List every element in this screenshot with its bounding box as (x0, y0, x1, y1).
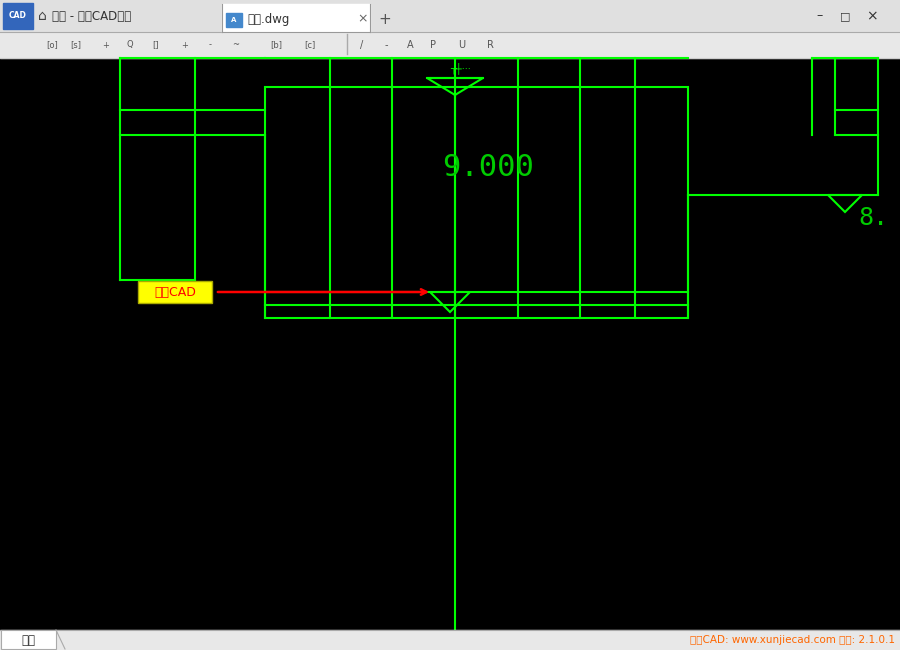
Text: 示例.dwg: 示例.dwg (247, 12, 290, 25)
Text: [s]: [s] (70, 40, 82, 49)
Bar (138, 281, 212, 303)
Text: +: + (182, 40, 188, 49)
Text: []: [] (153, 40, 159, 49)
Text: CAD: CAD (9, 12, 27, 21)
Text: [o]: [o] (46, 40, 58, 49)
Text: -: - (209, 40, 212, 49)
Text: □: □ (840, 11, 850, 21)
Text: 首页 - 迅捷CAD看图: 首页 - 迅捷CAD看图 (52, 10, 131, 23)
Bar (0, 630, 900, 650)
Text: 8.: 8. (858, 206, 888, 230)
Text: ×: × (866, 9, 878, 23)
Text: A: A (407, 40, 413, 50)
Text: ⌂: ⌂ (38, 9, 47, 23)
Bar (3, 3, 33, 29)
Text: 9.000: 9.000 (442, 153, 534, 183)
Text: 迅捷CAD: www.xunjiecad.com 版本: 2.1.0.1: 迅捷CAD: www.xunjiecad.com 版本: 2.1.0.1 (690, 635, 895, 645)
Text: Q: Q (127, 40, 133, 49)
Text: [c]: [c] (304, 40, 316, 49)
Text: [b]: [b] (270, 40, 282, 49)
Text: +: + (379, 12, 392, 27)
Text: ┬┼···: ┬┼··· (450, 62, 471, 74)
Text: U: U (458, 40, 465, 50)
Text: P: P (430, 40, 436, 50)
Bar (265, 87, 688, 318)
Bar (222, 4, 370, 32)
Bar (1, 630, 56, 649)
Text: -: - (384, 40, 388, 50)
Text: 模型: 模型 (21, 634, 35, 647)
Text: +: + (103, 40, 110, 49)
Bar (0, 32, 900, 58)
Text: –: – (817, 10, 824, 23)
Text: R: R (487, 40, 493, 50)
Bar (0, 0, 900, 32)
Text: ~: ~ (232, 40, 239, 49)
Bar (0, 58, 900, 630)
Bar (226, 13, 242, 27)
Text: /: / (360, 40, 364, 50)
Text: 标注CAD: 标注CAD (154, 285, 196, 298)
Text: ×: × (358, 12, 368, 25)
Text: A: A (231, 17, 237, 23)
